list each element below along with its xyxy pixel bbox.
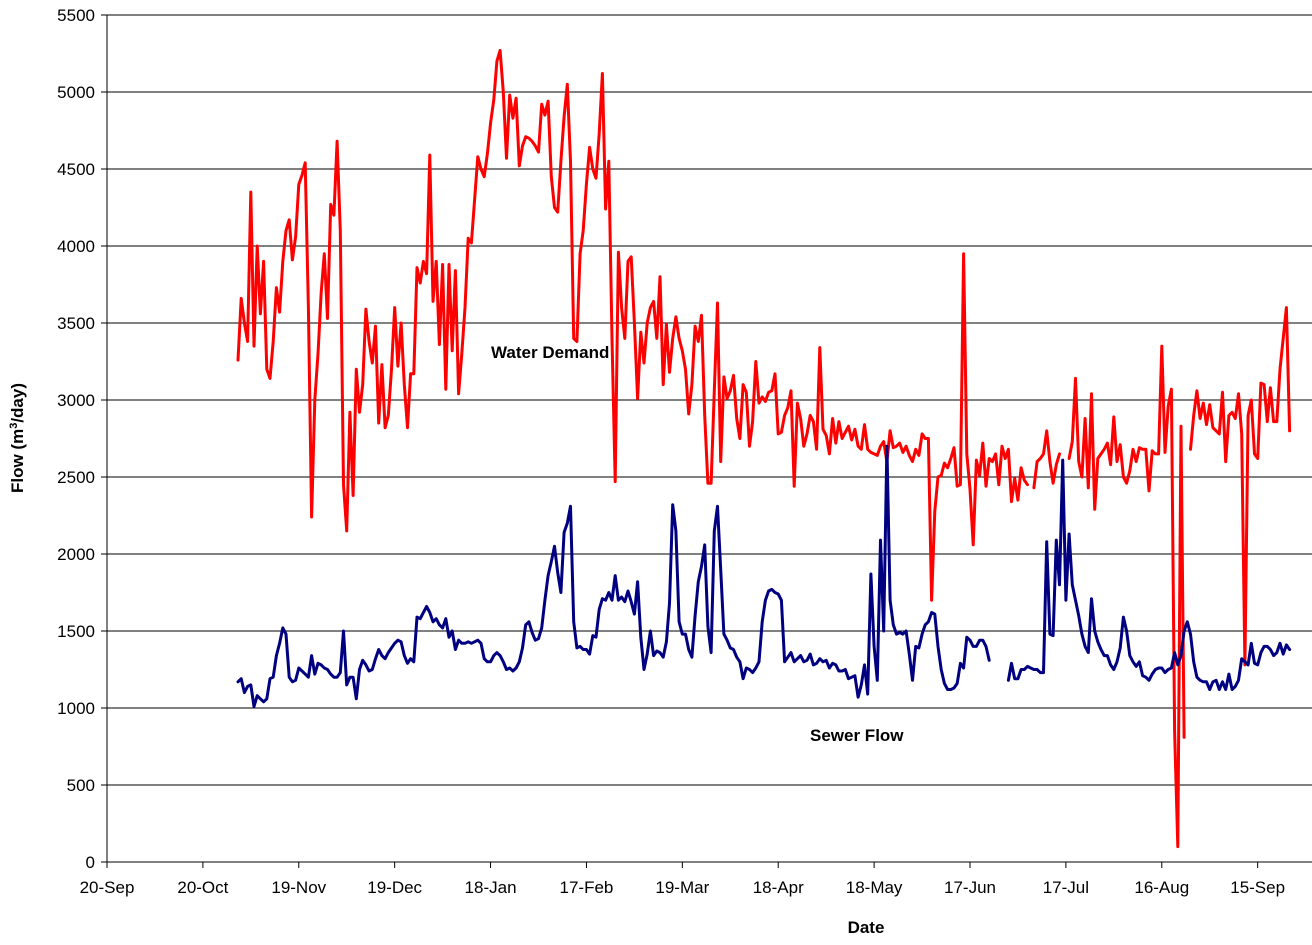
axes [101, 14, 1312, 868]
x-tick-label: 17-Jun [944, 878, 996, 897]
y-tick-label: 5500 [57, 6, 95, 25]
y-tick-label: 1000 [57, 699, 95, 718]
y-tick-label: 1500 [57, 622, 95, 641]
y-tick-label: 4000 [57, 237, 95, 256]
x-tick-label: 18-May [846, 878, 903, 897]
x-tick-label: 19-Dec [367, 878, 422, 897]
x-tick-label: 19-Nov [271, 878, 326, 897]
sewer-series-line [236, 444, 1292, 708]
x-tick-label: 16-Aug [1134, 878, 1189, 897]
series-layer [236, 48, 1292, 849]
y-tick-label: 0 [86, 853, 95, 872]
x-tick-label: 18-Apr [753, 878, 804, 897]
x-axis-title: Date [848, 918, 885, 937]
y-axis-title: Flow (m3/day) [8, 383, 27, 493]
x-tick-label: 19-Mar [655, 878, 709, 897]
y-tick-label: 5000 [57, 83, 95, 102]
y-axis-title-superscript: 3 [8, 423, 20, 429]
y-axis-title-tail: /day) [8, 383, 27, 423]
x-tick-label: 17-Feb [560, 878, 614, 897]
x-tick-label: 15-Sep [1230, 878, 1285, 897]
y-tick-label: 3000 [57, 391, 95, 410]
water-series-line [236, 48, 1292, 849]
x-tick-label: 20-Oct [177, 878, 228, 897]
y-tick-label: 3500 [57, 314, 95, 333]
y-axis-title-main: Flow (m [8, 429, 27, 493]
sewer-flow-label: Sewer Flow [810, 726, 904, 745]
y-tick-label: 2000 [57, 545, 95, 564]
y-tick-label: 500 [67, 776, 95, 795]
y-tick-label: 4500 [57, 160, 95, 179]
x-tick-label: 18-Jan [465, 878, 517, 897]
x-tick-label: 17-Jul [1043, 878, 1089, 897]
water-demand-label: Water Demand [491, 343, 609, 362]
tick-labels: 0 500 1000 1500 2000 2500 3000 3500 4000 4500 5000… [57, 6, 1285, 897]
x-tick-label: 20-Sep [80, 878, 135, 897]
y-tick-label: 2500 [57, 468, 95, 487]
